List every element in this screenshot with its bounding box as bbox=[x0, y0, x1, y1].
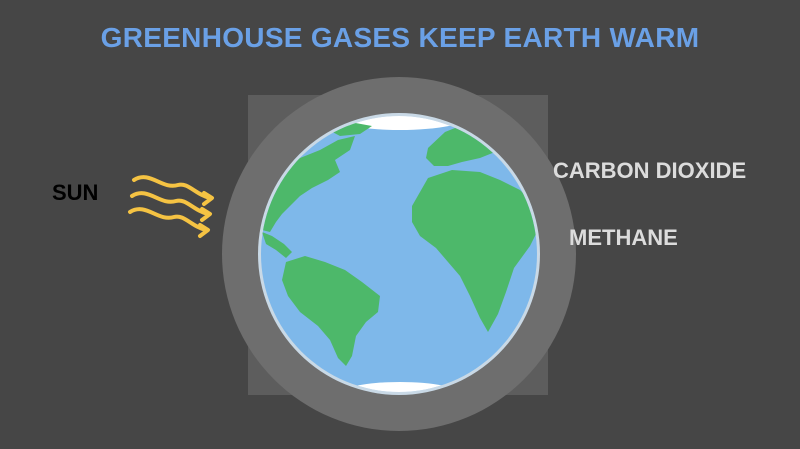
diagram-title: GREENHOUSE GASES KEEP EARTH WARM bbox=[100, 22, 700, 53]
sun-ray-arrow bbox=[130, 191, 210, 216]
earth-globe bbox=[261, 116, 537, 392]
south-america bbox=[282, 256, 380, 366]
south-ice-cap bbox=[340, 382, 460, 392]
sun-ray-arrow bbox=[128, 207, 208, 232]
central-america bbox=[262, 232, 292, 258]
sun-label: SUN bbox=[52, 180, 99, 205]
sun-ray-arrows bbox=[128, 175, 214, 238]
sun-ray-arrow bbox=[202, 191, 214, 206]
carbon-dioxide-label: CARBON DIOXIDE bbox=[553, 158, 747, 183]
north-ice-cap bbox=[330, 116, 470, 130]
sun-ray-arrow bbox=[200, 207, 212, 222]
sun-ray-arrow bbox=[132, 175, 212, 200]
methane-label: METHANE bbox=[569, 225, 678, 250]
sun-ray-arrow bbox=[198, 223, 210, 238]
africa bbox=[412, 170, 537, 332]
north-america bbox=[262, 136, 355, 232]
